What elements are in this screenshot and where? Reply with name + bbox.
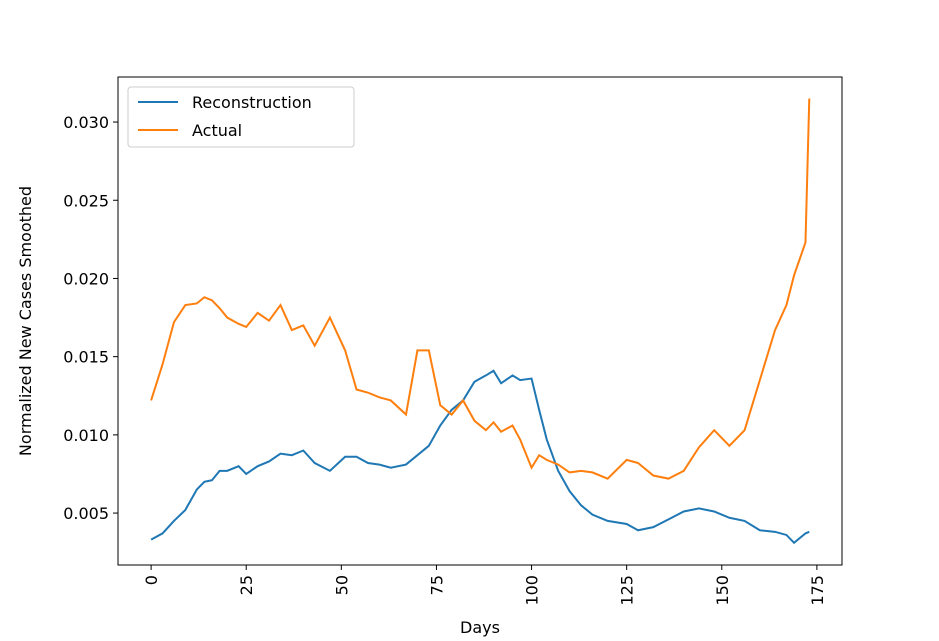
y-tick-label: 0.010: [63, 426, 109, 445]
legend-label: Reconstruction: [192, 93, 312, 112]
legend-box: [127, 86, 355, 148]
x-tick-label: 175: [808, 575, 827, 606]
line: [150, 369, 810, 545]
x-tick-label: 100: [523, 575, 542, 606]
y-axis-label: Normalized New Cases Smoothed: [16, 186, 35, 456]
y-tick-label: 0.015: [63, 348, 109, 367]
x-tick-label: 75: [427, 575, 446, 595]
y-tick-label: 0.005: [63, 504, 109, 523]
line: [150, 98, 811, 480]
plot-frame: [117, 76, 843, 566]
x-tick-label: 25: [237, 575, 256, 595]
y-tick-label: 0.030: [63, 113, 109, 132]
y-tick-label: 0.025: [63, 191, 109, 210]
legend-label: Actual: [192, 121, 242, 140]
x-tick-label: 125: [618, 575, 637, 606]
x-tick-label: 150: [713, 575, 732, 606]
y-tick-label: 0.020: [63, 269, 109, 288]
x-tick-label: 0: [142, 575, 161, 585]
x-tick-label: 50: [332, 575, 351, 595]
x-axis-label: Days: [460, 618, 500, 637]
